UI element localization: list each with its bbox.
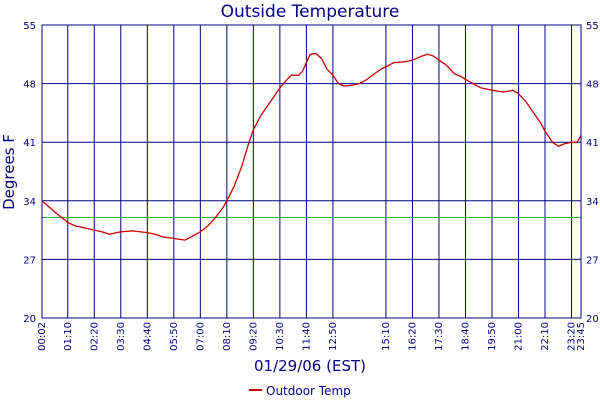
x-tick-label: 19:50 <box>487 322 498 351</box>
x-tick-label: 11:40 <box>301 322 312 351</box>
y-tick-label-right: 55 <box>586 21 599 32</box>
x-tick-label: 10:30 <box>275 322 286 351</box>
y-axis-label: Degrees F <box>0 134 18 210</box>
x-tick-label: 08:10 <box>222 322 233 351</box>
x-tick-label: 00:02 <box>37 322 48 351</box>
y-tick-label-right: 48 <box>586 80 599 91</box>
y-tick-label-right: 27 <box>586 255 599 266</box>
y-tick-label: 20 <box>23 314 36 325</box>
y-tick-label: 48 <box>23 80 36 91</box>
plot-frame <box>41 24 582 319</box>
x-tick-label: 04:40 <box>142 322 153 351</box>
chart-title: Outside Temperature <box>221 2 400 22</box>
x-tick-label: 23:20 <box>567 322 578 351</box>
y-tick-labels: 20 20 27 27 34 34 41 41 48 48 55 55 <box>23 21 598 325</box>
x-tick-label: 07:00 <box>195 322 206 351</box>
y-tick-label: 27 <box>23 255 36 266</box>
x-tick-label: 18:40 <box>460 322 471 351</box>
x-tick-label: 21:00 <box>514 322 525 351</box>
x-tick-label: 15:10 <box>381 322 392 351</box>
y-tick-label: 34 <box>23 197 36 208</box>
x-tick-label: 12:50 <box>328 322 339 351</box>
series-line-outdoor-temp <box>41 52 582 241</box>
x-tick-label: 17:30 <box>434 322 445 351</box>
x-tick-label: 05:50 <box>169 322 180 351</box>
x-tick-label: 02:20 <box>89 322 100 351</box>
x-tick-label: 03:30 <box>116 322 127 351</box>
x-tick-label: 23:45 <box>576 322 587 351</box>
x-tick-labels: 00:02 01:10 02:20 03:30 04:40 05:50 07:00 08:10… <box>37 322 587 351</box>
x-tick-label: 16:20 <box>407 322 418 351</box>
x-axis-label: 01/29/06 (EST) <box>254 357 366 375</box>
y-tick-label-right: 34 <box>586 197 599 208</box>
y-tick-label: 41 <box>23 138 36 149</box>
y-tick-label-right: 41 <box>586 138 599 149</box>
y-tick-label: 55 <box>23 21 36 32</box>
grid-lines <box>42 25 581 318</box>
y-tick-label-right: 20 <box>586 314 599 325</box>
legend-label: Outdoor Temp <box>266 384 351 398</box>
x-tick-label: 22:10 <box>540 322 551 351</box>
series-layer <box>41 52 582 241</box>
x-tick-label: 09:20 <box>248 322 259 351</box>
x-tick-label: 01:10 <box>63 322 74 351</box>
legend: Outdoor Temp <box>249 384 351 398</box>
